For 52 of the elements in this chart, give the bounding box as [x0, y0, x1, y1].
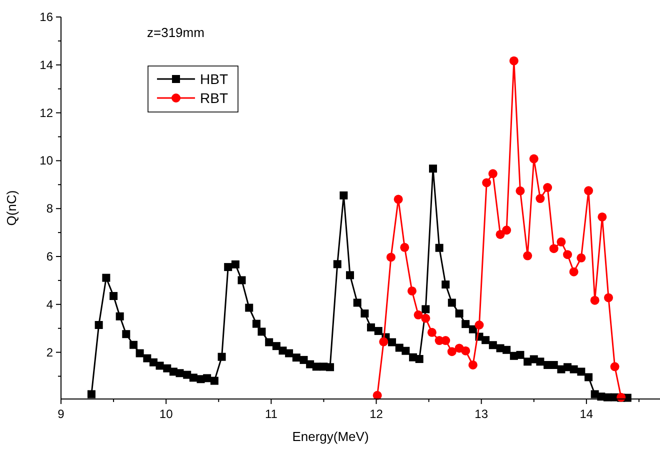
x-tick-label: 9 — [58, 407, 65, 421]
x-axis-title: Energy(MeV) — [292, 429, 369, 444]
y-tick-label: 16 — [40, 10, 54, 24]
point — [529, 154, 538, 164]
y-tick-label: 2 — [46, 345, 54, 360]
point — [598, 212, 607, 222]
point — [604, 293, 614, 302]
point — [576, 253, 586, 262]
point — [447, 347, 456, 356]
y-tick-label: 14 — [40, 58, 54, 72]
point — [421, 314, 430, 323]
point — [441, 336, 450, 346]
point — [556, 237, 566, 246]
x-tick-label: 13 — [474, 407, 488, 421]
point — [400, 242, 410, 252]
point — [488, 169, 498, 178]
x-tick-label: 11 — [264, 407, 278, 421]
y-tick-label: 4 — [46, 297, 54, 312]
point — [549, 244, 558, 254]
point — [584, 186, 594, 196]
point — [563, 250, 572, 260]
y-tick-label: 8 — [46, 202, 54, 216]
x-tick-label: 14 — [580, 407, 594, 421]
point — [569, 267, 578, 276]
legend-label: HBT — [200, 71, 228, 87]
point — [502, 226, 512, 235]
point — [543, 183, 552, 192]
point — [482, 178, 492, 188]
point — [523, 251, 532, 260]
point — [610, 362, 620, 372]
x-tick-label: 12 — [370, 407, 384, 421]
point — [386, 252, 396, 262]
point — [474, 320, 484, 330]
point — [496, 230, 505, 239]
point — [536, 194, 545, 204]
point — [509, 56, 518, 66]
y-axis-title: Q(nC) — [4, 190, 19, 226]
point — [427, 328, 436, 337]
point — [407, 286, 416, 296]
point — [590, 296, 600, 305]
point — [414, 310, 423, 320]
point — [461, 346, 470, 356]
point — [379, 337, 388, 346]
point — [516, 186, 525, 196]
y-tick-label: 10 — [40, 154, 54, 168]
x-tick-label: 10 — [159, 407, 174, 421]
y-tick-label: 12 — [40, 106, 54, 120]
annotation: z=319mm — [147, 25, 204, 40]
legend-label: RBT — [200, 90, 228, 106]
y-tick-label: 6 — [46, 250, 54, 264]
point — [468, 360, 478, 370]
point — [394, 194, 403, 204]
